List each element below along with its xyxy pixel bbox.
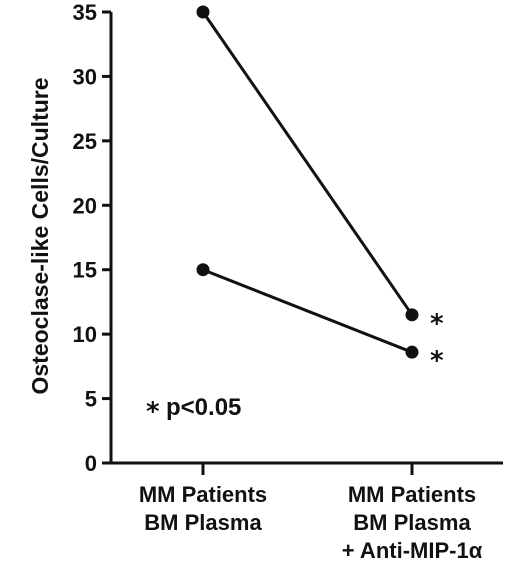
y-tick-label: 15 (73, 258, 97, 283)
y-axis-label: Osteoclase-like Cells/Culture (27, 77, 53, 394)
y-tick-label: 25 (73, 129, 97, 154)
point-marker: * (430, 309, 444, 339)
y-tick-label: 30 (73, 64, 97, 89)
annotation-star: * (146, 397, 160, 427)
significance-annotation: * p<0.05 (146, 394, 241, 427)
point-marker: * (430, 346, 444, 376)
category-label-line: + Anti-MIP-1α (342, 538, 483, 563)
data-point (405, 345, 419, 359)
y-tick-label: 35 (73, 0, 97, 25)
category-label-line: MM Patients (139, 482, 267, 507)
y-tick-label: 10 (73, 322, 97, 347)
y-tick-label: 5 (85, 387, 97, 412)
y-axis: 0 5 10 15 20 25 30 35 (73, 0, 113, 476)
category-label-line: MM Patients (348, 482, 476, 507)
data-point (196, 5, 210, 19)
y-tick-label: 20 (73, 193, 97, 218)
data-point (196, 263, 210, 277)
series-line (202, 268, 413, 354)
x-axis (109, 461, 503, 475)
data-point (405, 308, 419, 322)
category-label-line: BM Plasma (353, 510, 471, 535)
series-group: ** (196, 5, 444, 376)
category-label: MM Patients BM Plasma (139, 482, 267, 535)
series-line (201, 11, 414, 316)
category-label-line: BM Plasma (144, 510, 262, 535)
annotation-text: p<0.05 (166, 394, 241, 421)
y-tick-label: 0 (85, 451, 97, 476)
category-labels: MM Patients BM Plasma MM Patients BM Plasma… (139, 482, 483, 563)
category-label: MM Patients BM Plasma + Anti-MIP-1α (342, 482, 483, 563)
